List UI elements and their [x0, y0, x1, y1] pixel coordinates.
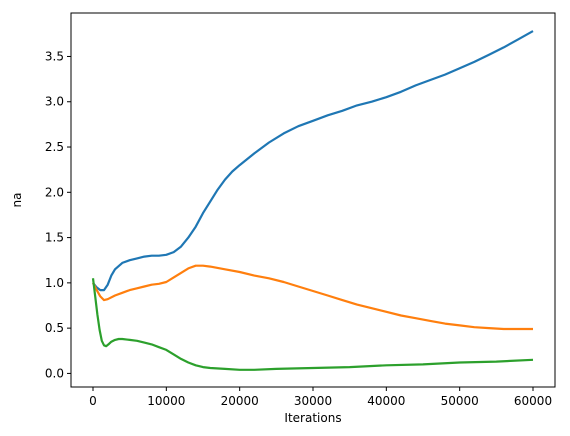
- x-tick-label: 60000: [514, 394, 552, 408]
- y-tick-label: 2.5: [45, 140, 64, 154]
- series-line-1: [92, 30, 534, 292]
- series-layer: [91, 30, 534, 371]
- x-tick-label: 50000: [441, 394, 479, 408]
- y-tick-label: 0.5: [45, 321, 64, 335]
- y-tick-label: 3.0: [45, 95, 64, 109]
- y-tick-label: 2.0: [45, 185, 64, 199]
- x-tick-label: 10000: [147, 394, 185, 408]
- series-line-3: [91, 278, 534, 371]
- x-axis: 0 10000 20000 30000 40000 50000 60000: [89, 387, 552, 408]
- series-line-2: [92, 264, 533, 331]
- plot-frame: [70, 12, 556, 388]
- y-tick-label: 3.5: [45, 49, 64, 63]
- x-tick-label: 0: [89, 394, 97, 408]
- y-tick-label: 0.0: [45, 366, 64, 380]
- y-tick-label: 1.5: [45, 231, 64, 245]
- y-tick-label: 1.0: [45, 276, 64, 290]
- x-tick-label: 20000: [221, 394, 259, 408]
- x-tick-label: 40000: [367, 394, 405, 408]
- y-axis-label: na: [10, 193, 24, 208]
- x-tick-label: 30000: [294, 394, 332, 408]
- x-axis-label: Iterations: [284, 411, 341, 425]
- y-axis: 0.0 0.5 1.0 1.5 2.0 2.5 3.0 3.5: [45, 49, 71, 380]
